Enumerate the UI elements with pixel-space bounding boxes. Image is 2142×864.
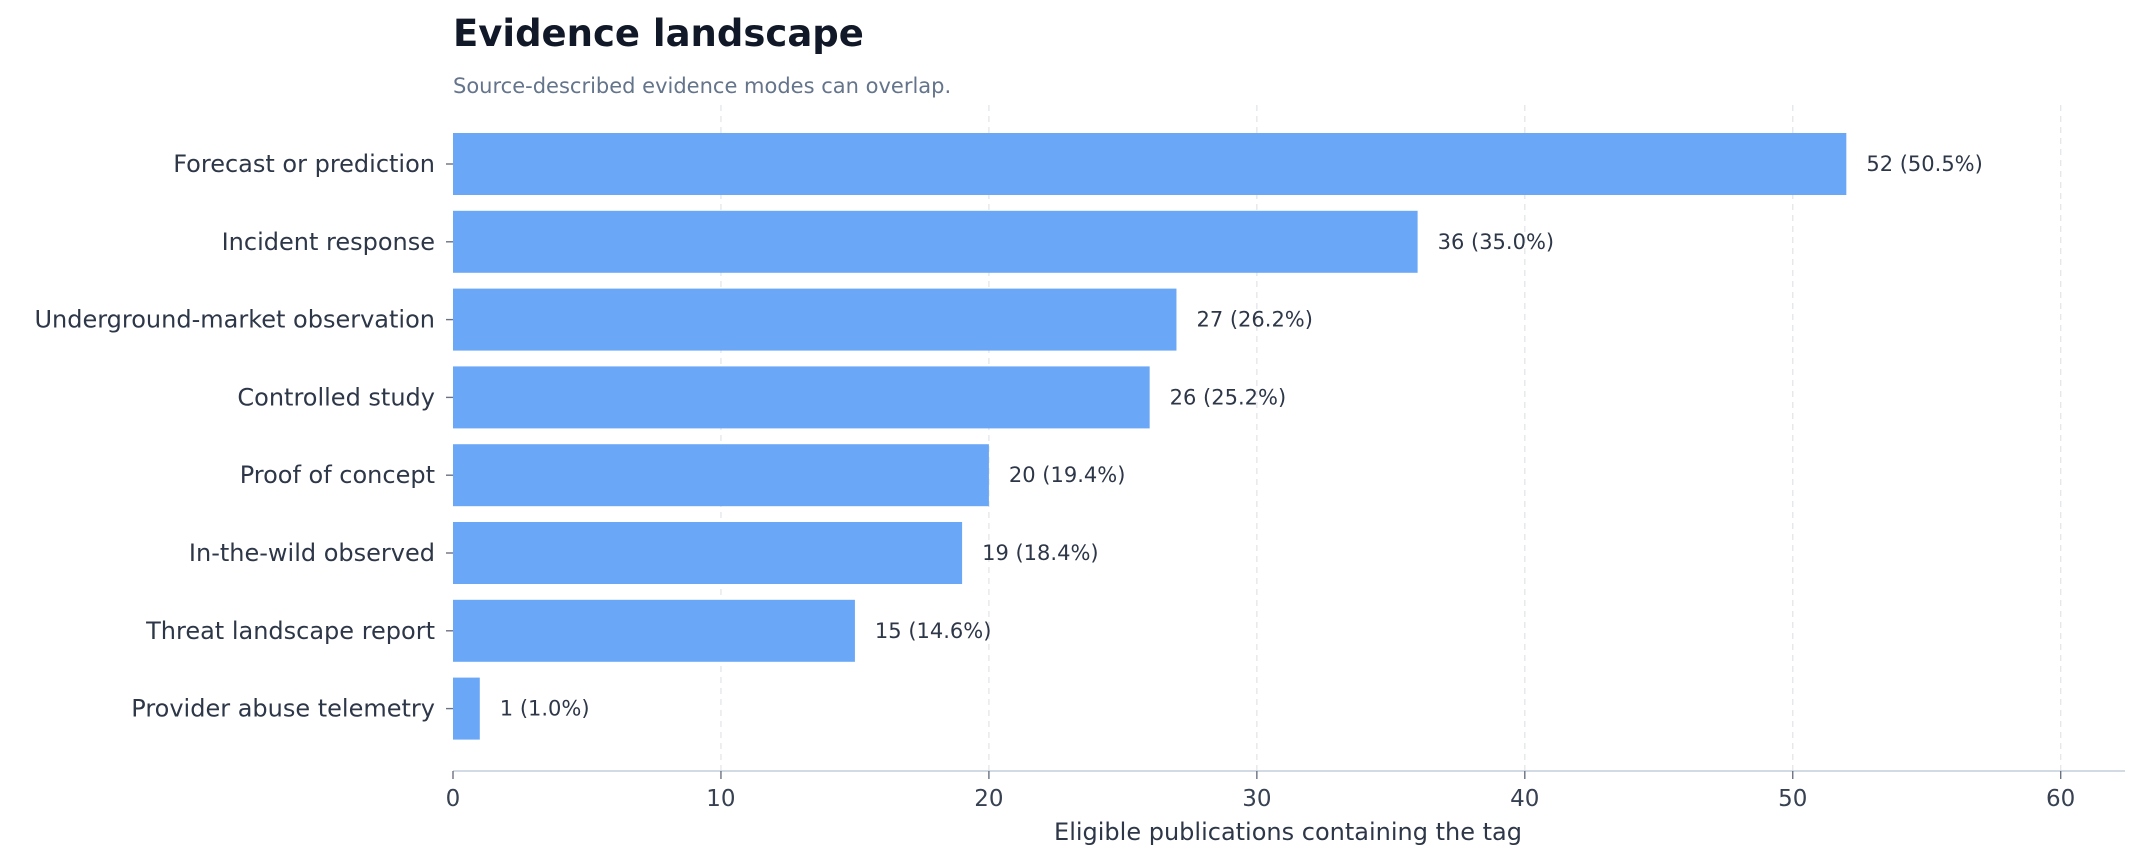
bar-0: [453, 133, 1847, 195]
value-label-2: 27 (26.2%): [1196, 308, 1313, 332]
x-tick-label-50: 50: [1778, 786, 1807, 812]
bar-5: [453, 522, 963, 584]
category-label-3: Controlled study: [237, 383, 435, 411]
value-label-5: 19 (18.4%): [982, 541, 1099, 565]
category-label-7: Provider abuse telemetry: [131, 695, 435, 723]
category-label-4: Proof of concept: [240, 461, 435, 489]
value-label-7: 1 (1.0%): [500, 697, 590, 721]
value-label-6: 15 (14.6%): [875, 619, 992, 643]
value-label-0: 52 (50.5%): [1866, 152, 1983, 176]
bar-7: [453, 677, 480, 740]
category-label-1: Incident response: [222, 228, 435, 256]
chart-subtitle: Source-described evidence modes can over…: [453, 74, 951, 98]
value-label-4: 20 (19.4%): [1009, 463, 1126, 487]
bar-4: [453, 444, 989, 507]
x-axis-label: Eligible publications containing the tag: [1054, 818, 1522, 846]
bar-3: [453, 366, 1150, 429]
x-tick-label-40: 40: [1510, 786, 1539, 812]
x-axis: Forecast or prediction Incident response U…: [34, 150, 2125, 812]
bars: 52 (50.5%) 36 (35.0%) 27 (26.2%) 26 (25.2%)…: [453, 133, 1983, 740]
x-tick-label-30: 30: [1242, 786, 1271, 812]
bar-1: [453, 210, 1418, 273]
x-tick-label-20: 20: [974, 786, 1003, 812]
value-label-1: 36 (35.0%): [1438, 230, 1555, 254]
x-tick-label-0: 0: [446, 786, 461, 812]
category-label-6: Threat landscape report: [145, 617, 435, 645]
x-tick-label-10: 10: [706, 786, 735, 812]
category-label-0: Forecast or prediction: [173, 150, 435, 178]
bar-2: [453, 288, 1177, 351]
x-tick-label-60: 60: [2046, 786, 2075, 812]
gridlines: [720, 105, 2062, 771]
value-label-3: 26 (25.2%): [1170, 385, 1287, 409]
category-label-2: Underground-market observation: [34, 306, 435, 334]
bar-6: [453, 599, 855, 662]
category-label-5: In-the-wild observed: [189, 539, 435, 567]
chart-title: Evidence landscape: [453, 12, 864, 55]
